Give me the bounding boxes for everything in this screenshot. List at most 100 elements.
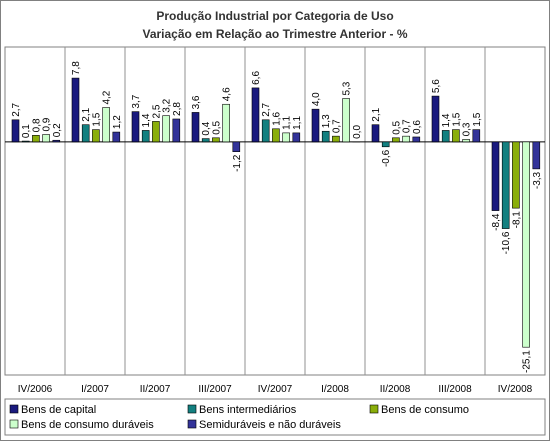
bar bbox=[392, 137, 400, 143]
data-label: 0,6 bbox=[412, 120, 423, 134]
chart-title: Produção Industrial por Categoria de Uso bbox=[156, 9, 393, 23]
bar bbox=[261, 119, 270, 143]
legend-label: Bens de capital bbox=[21, 404, 96, 416]
bar bbox=[532, 141, 541, 170]
data-label: 0,0 bbox=[352, 125, 363, 139]
bar bbox=[332, 135, 340, 143]
data-label: 5,6 bbox=[431, 79, 442, 93]
plot-frame bbox=[4, 46, 546, 376]
data-label: 0,7 bbox=[402, 119, 413, 133]
bar bbox=[522, 141, 530, 348]
bar bbox=[131, 111, 140, 143]
data-label: 4,6 bbox=[222, 87, 233, 101]
bar bbox=[441, 130, 450, 143]
bar bbox=[191, 112, 200, 143]
bar bbox=[162, 115, 170, 143]
bar bbox=[92, 129, 100, 143]
legend-label: Bens de consumo duráveis bbox=[21, 419, 154, 431]
data-label: 6,6 bbox=[251, 71, 262, 85]
bar bbox=[232, 141, 241, 152]
plot-area: 2,70,1 0,8 0,9 0,27,82,1 1,54,21,23,71,42,5 3… bbox=[4, 46, 546, 376]
data-label: 1,1 bbox=[292, 116, 303, 130]
bar bbox=[282, 132, 290, 143]
data-label: 4,0 bbox=[311, 92, 322, 106]
legend: Bens de capital Bens intermediários Bens d… bbox=[4, 398, 546, 436]
data-label: 7,8 bbox=[71, 61, 82, 75]
x-tick-label: I/2008 bbox=[321, 384, 349, 395]
bar bbox=[472, 129, 481, 143]
data-label: 0,5 bbox=[391, 120, 402, 134]
data-label: 1,5 bbox=[472, 112, 483, 126]
bar bbox=[102, 107, 110, 143]
data-label: 2,8 bbox=[172, 102, 183, 116]
x-tick-label: III/2008 bbox=[438, 384, 472, 395]
bar bbox=[42, 134, 50, 143]
data-label: 3,6 bbox=[191, 95, 202, 109]
data-label: 2,7 bbox=[261, 102, 272, 116]
legend-swatch bbox=[9, 404, 19, 414]
data-label: 1,5 bbox=[91, 112, 102, 126]
x-axis-ticks: IV/2006 I/2007 II/2007 III/2007 IV/2007 I/200… bbox=[18, 384, 533, 395]
bar bbox=[141, 130, 150, 143]
data-label: 3,7 bbox=[131, 94, 142, 108]
data-label: 1,4 bbox=[441, 113, 452, 127]
data-label: -8,4 bbox=[491, 213, 502, 231]
data-label: 3,2 bbox=[162, 98, 173, 112]
bar bbox=[491, 141, 500, 211]
bar bbox=[402, 135, 410, 143]
bar bbox=[512, 141, 520, 209]
bar bbox=[462, 139, 470, 143]
bar bbox=[431, 95, 440, 143]
x-tick-label: IV/2007 bbox=[258, 384, 293, 395]
data-label: 4,2 bbox=[102, 90, 113, 104]
bar bbox=[222, 103, 230, 143]
bar bbox=[112, 131, 121, 143]
data-label: -8,1 bbox=[511, 211, 522, 229]
data-label: -1,2 bbox=[232, 154, 243, 172]
legend-swatch bbox=[369, 404, 379, 414]
data-label: 5,3 bbox=[342, 81, 353, 95]
bar bbox=[32, 135, 40, 143]
data-label: 1,2 bbox=[112, 115, 123, 129]
data-label: 0,3 bbox=[462, 122, 473, 136]
data-label: -0,6 bbox=[381, 149, 392, 167]
bar bbox=[371, 124, 380, 143]
data-label: 0,4 bbox=[201, 121, 212, 135]
data-label: 1,3 bbox=[321, 114, 332, 128]
legend-label: Bens de consumo bbox=[381, 404, 469, 416]
bar bbox=[152, 121, 160, 143]
bar bbox=[251, 87, 260, 143]
bar bbox=[11, 119, 20, 143]
data-label: 1,6 bbox=[271, 111, 282, 125]
bar bbox=[21, 140, 30, 143]
bar bbox=[412, 136, 421, 143]
data-label: 0,8 bbox=[31, 118, 42, 132]
data-label: 2,7 bbox=[11, 102, 22, 116]
data-label: -25,1 bbox=[522, 350, 533, 373]
bar bbox=[81, 124, 90, 143]
bar bbox=[201, 138, 210, 143]
data-label: 0,2 bbox=[52, 123, 63, 137]
data-label: 0,7 bbox=[331, 119, 342, 133]
data-label: 2,5 bbox=[151, 104, 162, 118]
legend-swatch bbox=[9, 419, 19, 429]
data-label: -10,6 bbox=[501, 231, 512, 254]
legend-label: Bens intermediários bbox=[199, 404, 297, 416]
bar bbox=[71, 77, 80, 143]
data-label: 1,5 bbox=[451, 112, 462, 126]
bar bbox=[342, 98, 350, 143]
data-label: -3,3 bbox=[532, 171, 543, 189]
bar bbox=[381, 141, 390, 148]
bar bbox=[52, 139, 61, 143]
x-tick-label: III/2007 bbox=[198, 384, 232, 395]
chart-subtitle: Variação em Relação ao Trimestre Anterio… bbox=[142, 27, 407, 41]
data-label: 0,5 bbox=[211, 120, 222, 134]
bar bbox=[311, 108, 320, 143]
bar bbox=[292, 132, 301, 143]
data-label: 2,1 bbox=[81, 107, 92, 121]
bar bbox=[501, 141, 510, 229]
data-label: 1,4 bbox=[141, 113, 152, 127]
data-label: 1,1 bbox=[282, 116, 293, 130]
x-tick-label: IV/2006 bbox=[18, 384, 53, 395]
